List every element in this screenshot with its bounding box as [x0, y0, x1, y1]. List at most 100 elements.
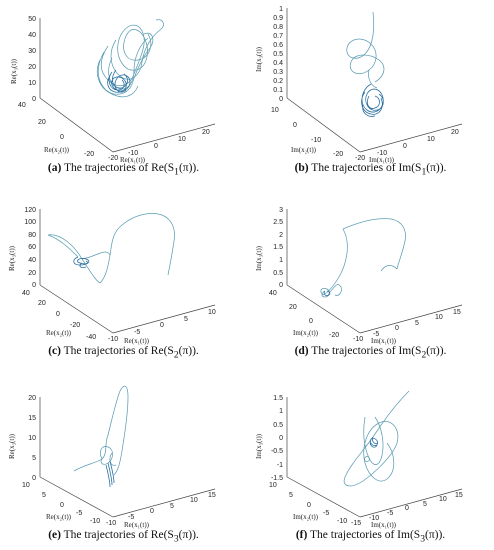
tick-label: -20 [329, 332, 339, 339]
tick-label: 0 [150, 508, 154, 515]
tick-label: 0 [32, 96, 36, 103]
chart-d: 3 2.5 2 1.5 1 0.5 0 40 20 0 -20 -10 -5 0… [255, 207, 463, 345]
x-ticks-f: -15 -10 -5 0 5 10 15 [351, 492, 463, 527]
tick-label: 20 [202, 129, 210, 136]
tick-label: 0.7 [273, 33, 283, 40]
tick-label: 3 [279, 207, 283, 214]
trajectory-dense-core [369, 436, 378, 448]
trajectory-curve [47, 213, 175, 284]
trajectory-curve [73, 385, 129, 476]
tick-label: -10 [337, 518, 347, 525]
x-axis-label: Im(x₁(t)) [371, 337, 397, 345]
tick-label: 0 [60, 134, 64, 141]
tick-label: 5 [32, 455, 36, 462]
tick-label: -5 [387, 510, 393, 517]
tick-label: 40 [28, 32, 36, 39]
z-axis-label: Re(x₃(t)) [8, 245, 16, 271]
y-ticks-d: 40 20 0 -20 [269, 290, 339, 339]
z-ticks-a: 50 40 30 20 10 0 [28, 16, 36, 103]
trajectory-curve [320, 218, 406, 298]
tick-label: -20 [355, 155, 365, 162]
panel-a: 50 40 30 20 10 0 40 20 0 -20 -20 -10 0 1… [0, 0, 247, 183]
tick-label: 0.5 [273, 422, 283, 429]
tick-label: 0.5 [273, 270, 283, 277]
tick-label: 20 [289, 304, 297, 311]
tick-label: -15 [351, 520, 361, 527]
z-axis-label: Im(x₃(t)) [255, 46, 263, 72]
axes-a [39, 18, 216, 153]
tick-label: 1.5 [273, 244, 283, 251]
tick-label: 0 [405, 505, 409, 512]
z-ticks-f: 1.5 1 0.5 0 -0.5 -1 -1.5 [271, 395, 283, 482]
tick-label: 20 [38, 119, 46, 126]
tick-label: -10 [106, 520, 116, 527]
axes-d [286, 209, 463, 334]
y-axis-label: Im(x₂(t)) [293, 513, 319, 521]
tick-label: 5 [289, 492, 293, 499]
tick-label: 20 [38, 300, 46, 307]
y-ticks-a: 40 20 0 -20 [18, 102, 94, 158]
chart-b: 1 0.9 0.8 0.7 0.6 0.5 0.4 0.3 0.2 0.1 0 … [255, 6, 463, 164]
trajectory-dense-core [105, 460, 115, 488]
tick-label: -1.5 [271, 475, 283, 482]
tick-label: 80 [28, 232, 36, 239]
tick-label: 15 [28, 415, 36, 422]
chart-a: 50 40 30 20 10 0 40 20 0 -20 -20 -10 0 1… [10, 16, 216, 164]
tick-label: -10 [128, 150, 138, 157]
x-ticks-a: -20 -10 0 10 20 [108, 129, 210, 162]
tick-label: 10 [28, 435, 36, 442]
tick-label: 0.5 [273, 51, 283, 58]
tick-label: 40 [22, 290, 30, 297]
x-axis-label: Im(x₁(t)) [371, 521, 397, 529]
panel-b: 1 0.9 0.8 0.7 0.6 0.5 0.4 0.3 0.2 0.1 0 … [247, 0, 494, 183]
tick-label: -1 [277, 462, 283, 469]
x-ticks-b: -20 -10 0 10 20 [355, 129, 459, 162]
tick-label: 20 [28, 270, 36, 277]
panel-c: 120 100 80 60 40 20 0 40 20 0 -20 -40 -1… [0, 183, 247, 366]
axes-c [39, 209, 216, 334]
trajectory-dense-core [73, 256, 90, 268]
tick-label: -5 [76, 510, 82, 517]
tick-label: 30 [28, 48, 36, 55]
tick-label: -5 [134, 329, 140, 336]
trajectory-dense-core [323, 290, 331, 296]
tick-label: 0 [32, 282, 36, 289]
tick-label: 0 [279, 435, 283, 442]
x-ticks-c: -10 -5 0 5 10 [108, 309, 216, 343]
tick-label: 10 [28, 80, 36, 87]
tick-label: 120 [24, 207, 36, 214]
caption-b: (b) The trajectories of Im(S1(π)). [294, 162, 447, 178]
tick-label: -10 [377, 150, 387, 157]
tick-label: 10 [269, 482, 277, 489]
y-axis-label: Im(x₂(t)) [293, 329, 319, 337]
x-ticks-d: -10 -5 0 5 10 15 [353, 309, 461, 343]
trajectory-dense-core [107, 69, 131, 93]
tick-label: -10 [90, 518, 100, 525]
x-axis-label: Im(x₁(t)) [369, 156, 395, 164]
tick-label: 15 [208, 492, 216, 499]
tick-label: 0 [32, 475, 36, 482]
x-axis-label: Re(x₁(t)) [124, 337, 150, 345]
tick-label: 1.5 [273, 395, 283, 402]
trajectory-dense-core [361, 83, 384, 117]
tick-label: 0 [293, 122, 297, 129]
z-axis-label: Re(x₃(t)) [10, 58, 18, 84]
tick-label: 15 [453, 309, 461, 316]
chart-c: 120 100 80 60 40 20 0 40 20 0 -20 -40 -1… [8, 207, 216, 345]
axes-e [39, 397, 216, 518]
y-ticks-c: 40 20 0 -20 -40 [22, 290, 96, 341]
tick-label: 0.2 [273, 78, 283, 85]
tick-label: 10 [178, 136, 186, 143]
tick-label: -10 [108, 336, 118, 343]
y-ticks-b: 10 0 -10 -20 [271, 107, 343, 158]
tick-label: 1 [279, 408, 283, 415]
z-axis-label: Im(x₃(t)) [255, 433, 263, 459]
tick-label: 10 [439, 496, 447, 503]
tick-label: -40 [86, 334, 96, 341]
tick-label: 100 [24, 219, 36, 226]
tick-label: 10 [271, 107, 279, 114]
x-axis-label: Re(x₁(t)) [124, 521, 150, 529]
tick-label: 15 [455, 492, 463, 499]
tick-label: 0 [154, 143, 158, 150]
tick-label: 0.1 [273, 87, 283, 94]
